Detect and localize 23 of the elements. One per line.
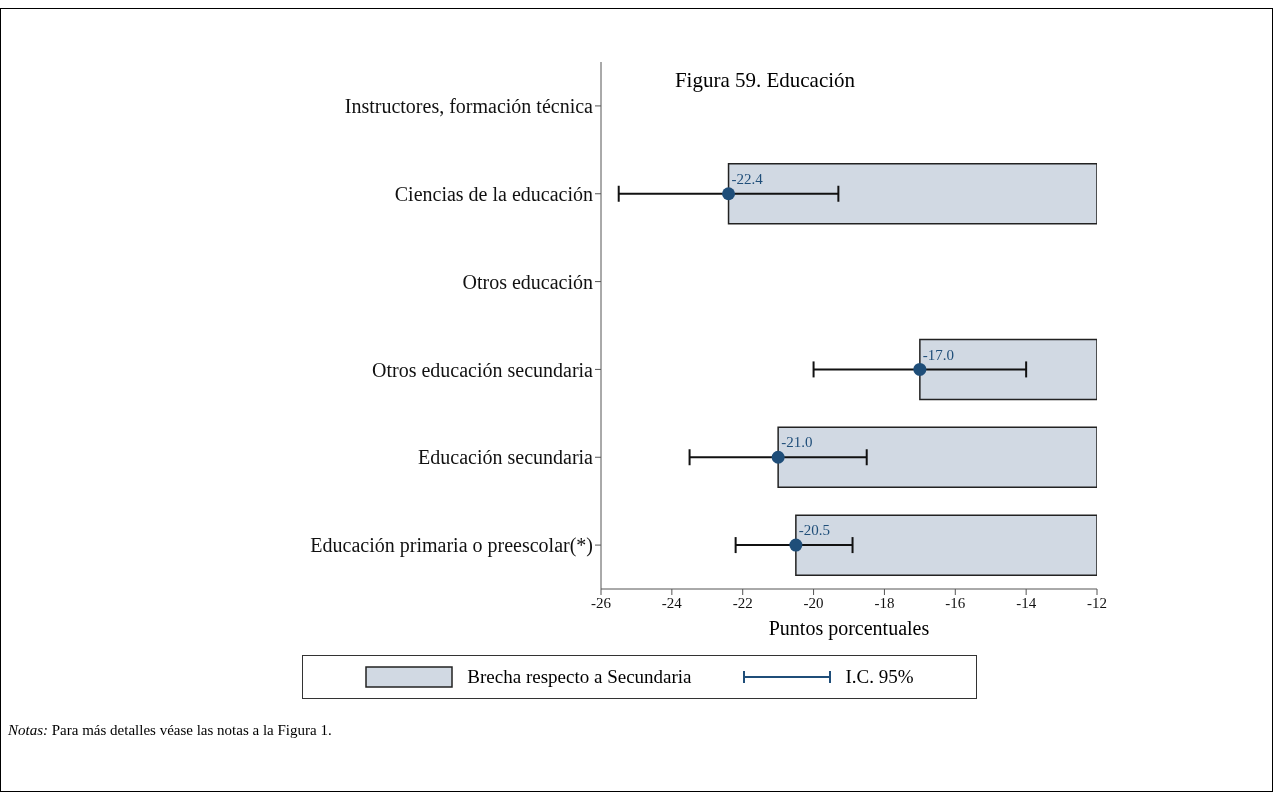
legend-label: I.C. 95% xyxy=(845,666,914,688)
data-label: -17.0 xyxy=(922,346,955,363)
x-tick-label: -22 xyxy=(732,594,753,611)
y-tick-label: Otros educación xyxy=(462,270,593,293)
chart-title: Figura 59. Educación xyxy=(673,68,857,93)
x-tick-label: -26 xyxy=(591,594,612,611)
y-tick-label: Otros educación secundaria xyxy=(371,358,594,381)
x-tick-label: -12 xyxy=(1087,594,1107,611)
x-axis-title: Puntos porcentuales xyxy=(767,617,931,640)
y-tick-label: Educación primaria o preescolar(*) xyxy=(310,534,593,558)
x-tick-label: -18 xyxy=(874,594,895,611)
data-label: -22.4 xyxy=(731,170,764,187)
y-tick-label: Instructores, formación técnica xyxy=(344,95,594,118)
y-tick-label: Educación secundaria xyxy=(418,446,594,469)
data-label: -21.0 xyxy=(781,434,813,451)
legend-label: Brecha respecto a Secundaria xyxy=(467,666,692,688)
data-label: -20.5 xyxy=(798,522,831,539)
text: Notas: Para más detalles véase las notas a la Figura 1. xyxy=(8,722,332,739)
x-tick-label: -14 xyxy=(1016,594,1037,611)
x-tick-label: -20 xyxy=(803,594,824,611)
y-tick-label: Ciencias de la educación xyxy=(394,182,593,205)
x-tick-label: -16 xyxy=(945,594,966,611)
x-tick-label: -24 xyxy=(661,594,683,611)
